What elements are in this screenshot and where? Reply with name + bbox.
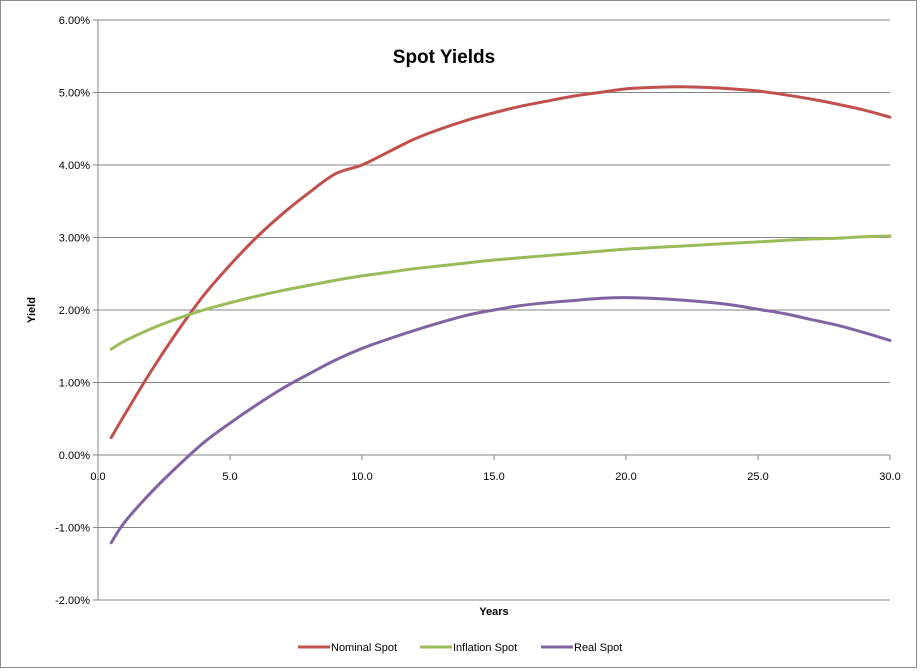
x-tick-label: 20.0 [615, 471, 636, 483]
legend-label-real-spot: Real Spot [574, 642, 622, 654]
series-line-inflation-spot [109, 234, 892, 351]
legend: Nominal Spot Inflation Spot Real Spot [298, 642, 622, 654]
y-tick-label: 1.00% [59, 378, 90, 390]
legend-item-nominal-spot: Nominal Spot [298, 642, 397, 654]
y-tick-label: 4.00% [59, 160, 90, 172]
x-tick-label: 15.0 [483, 471, 504, 483]
gridlines [98, 19, 890, 601]
series-line-nominal-spot [109, 85, 892, 440]
legend-label-nominal-spot: Nominal Spot [331, 642, 397, 654]
y-axis-ticks: -2.00% -1.00% 0.00% 1.00% 2.00% 3.00% 4.00% 5.0… [55, 15, 98, 607]
legend-item-inflation-spot: Inflation Spot [420, 642, 517, 654]
x-tick-label: 30.0 [879, 471, 900, 483]
y-axis-title: Yield [26, 297, 38, 323]
x-tick-label: 25.0 [747, 471, 768, 483]
x-tick-label: 0.0 [90, 471, 105, 483]
legend-item-real-spot: Real Spot [541, 642, 622, 654]
y-tick-label: 0.00% [59, 450, 90, 462]
y-tick-label: 3.00% [59, 233, 90, 245]
series-lines [109, 85, 892, 545]
legend-label-inflation-spot: Inflation Spot [453, 642, 517, 654]
y-tick-label: 2.00% [59, 305, 90, 317]
y-tick-label: 5.00% [59, 88, 90, 100]
chart-title: Spot Yields [393, 47, 495, 68]
x-tick-label: 5.0 [222, 471, 237, 483]
x-axis-title: Years [479, 606, 508, 618]
y-tick-label: 6.00% [59, 15, 90, 27]
x-tick-label: 10.0 [351, 471, 372, 483]
series-line-real-spot [109, 296, 892, 545]
y-tick-label: -2.00% [55, 595, 90, 607]
x-axis-ticks: 0.0 5.0 10.0 15.0 20.0 25.0 30.0 [90, 455, 901, 483]
y-tick-label: -1.00% [55, 523, 90, 535]
